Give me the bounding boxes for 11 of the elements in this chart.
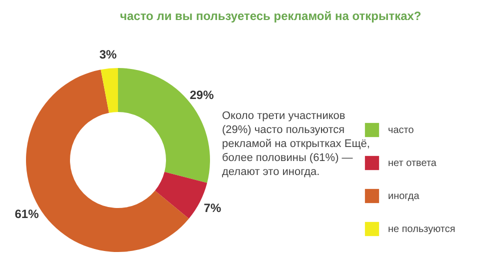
legend-label: нет ответа — [388, 158, 437, 169]
legend-label: часто — [388, 125, 414, 136]
donut-slice — [100, 68, 118, 113]
data-label: 29% — [190, 88, 214, 102]
data-label: 7% — [204, 201, 222, 216]
chart-title: часто ли вы пользуетесь рекламой на открытках? — [120, 9, 422, 23]
legend-label: иногда — [388, 191, 420, 202]
data-label: 61% — [14, 206, 40, 221]
legend-label: не пользуются — [388, 224, 456, 235]
data-label: 3% — [99, 47, 118, 62]
text: Около трети участников (29%) часто пользуются рекламой на открытках Ещё, более половины (61%) — делают это иногда. — [222, 110, 370, 178]
